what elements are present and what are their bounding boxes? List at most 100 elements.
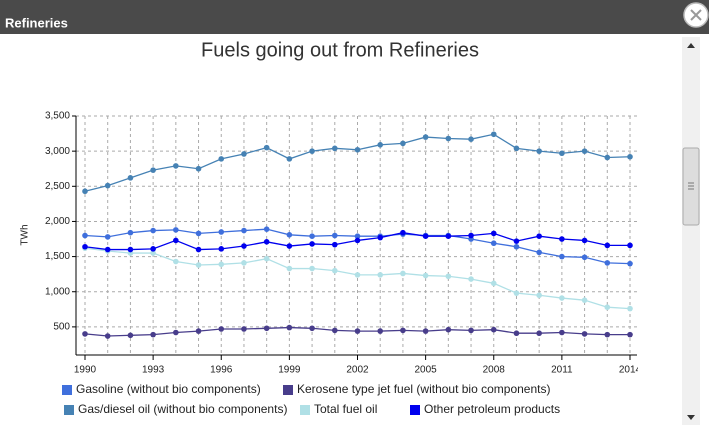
data-point	[422, 328, 429, 334]
data-point	[354, 146, 361, 153]
data-point	[559, 253, 565, 260]
x-tick-label: 2002	[346, 365, 369, 376]
data-point	[422, 272, 429, 279]
data-point	[536, 292, 542, 299]
data-point	[195, 328, 202, 334]
x-tick-label: 2005	[415, 365, 438, 376]
data-point	[195, 246, 202, 253]
y-tick-label: 2,000	[45, 216, 70, 227]
data-point	[241, 151, 247, 157]
data-point	[286, 156, 293, 162]
data-point	[104, 182, 111, 189]
data-point	[490, 240, 497, 247]
data-point	[218, 326, 225, 332]
data-point	[490, 131, 497, 138]
data-point	[104, 333, 111, 339]
data-point	[127, 246, 134, 253]
data-point	[309, 241, 315, 247]
data-point	[241, 227, 247, 234]
data-point	[82, 188, 88, 195]
data-point	[331, 232, 338, 239]
data-point	[627, 242, 633, 249]
data-point	[513, 238, 520, 244]
data-point	[286, 324, 293, 331]
legend-swatch	[410, 405, 420, 415]
data-point	[581, 148, 588, 154]
data-point	[513, 330, 520, 337]
x-tick-label: 2008	[483, 365, 506, 376]
data-point	[400, 270, 406, 277]
data-point	[286, 243, 293, 249]
window-title: Refineries	[5, 15, 68, 30]
chart-title: Fuels going out from Refineries	[201, 39, 479, 61]
data-point	[536, 148, 542, 154]
data-point	[150, 167, 156, 173]
data-point	[513, 243, 520, 250]
legend-swatch	[62, 385, 72, 395]
data-point	[536, 330, 542, 337]
x-tick-label: 2014	[619, 365, 642, 376]
data-point	[241, 260, 247, 266]
data-point	[377, 234, 384, 241]
legend-label: Gas/diesel oil (without bio components)	[78, 402, 287, 416]
data-point	[559, 150, 565, 157]
legend-label: Gasoline (without bio components)	[76, 382, 261, 396]
data-point	[559, 295, 565, 301]
data-point	[581, 254, 588, 261]
data-point	[581, 237, 588, 244]
data-point	[218, 156, 225, 162]
data-point	[150, 246, 156, 252]
data-point	[581, 297, 588, 303]
data-point	[309, 233, 315, 240]
x-tick-label: 1996	[210, 365, 233, 376]
x-tick-label: 1999	[278, 365, 301, 376]
data-point	[422, 134, 429, 140]
legend-swatch	[283, 385, 293, 395]
data-point	[354, 272, 361, 278]
data-point	[195, 230, 202, 237]
data-point	[127, 229, 134, 236]
data-point	[354, 237, 361, 244]
data-point	[400, 327, 406, 334]
data-point	[354, 328, 361, 334]
data-point	[604, 331, 611, 338]
data-point	[263, 255, 270, 262]
scrollbar[interactable]	[682, 37, 700, 425]
data-point	[241, 326, 247, 332]
y-tick-label: 500	[53, 322, 70, 333]
data-point	[581, 331, 588, 337]
x-tick-label: 2011	[551, 365, 573, 376]
data-point	[241, 243, 247, 249]
legend-swatch	[64, 405, 74, 415]
data-point	[559, 329, 565, 336]
legend-label: Kerosene type jet fuel (without bio comp…	[297, 382, 550, 396]
legend-label: Total fuel oil	[314, 402, 377, 416]
data-point	[263, 325, 270, 332]
data-point	[331, 145, 338, 152]
data-point	[82, 232, 88, 239]
x-tick-label: 1990	[74, 365, 97, 376]
data-point	[468, 327, 474, 334]
y-tick-label: 3,500	[45, 111, 70, 122]
data-point	[559, 236, 565, 242]
x-tick-label: 1993	[142, 365, 165, 376]
data-point	[127, 332, 134, 339]
data-point	[422, 233, 429, 240]
data-point	[173, 163, 179, 169]
data-point	[82, 331, 88, 337]
close-button[interactable]	[683, 2, 709, 28]
data-point	[627, 305, 633, 312]
data-point	[445, 273, 452, 280]
data-point	[309, 265, 315, 272]
data-point	[354, 233, 361, 240]
data-point	[490, 230, 497, 237]
data-point	[400, 229, 406, 236]
data-point	[82, 243, 88, 250]
data-point	[627, 153, 633, 160]
data-point	[627, 260, 633, 267]
data-point	[150, 227, 156, 234]
legend-label: Other petroleum products	[424, 402, 560, 416]
data-point	[445, 326, 452, 333]
